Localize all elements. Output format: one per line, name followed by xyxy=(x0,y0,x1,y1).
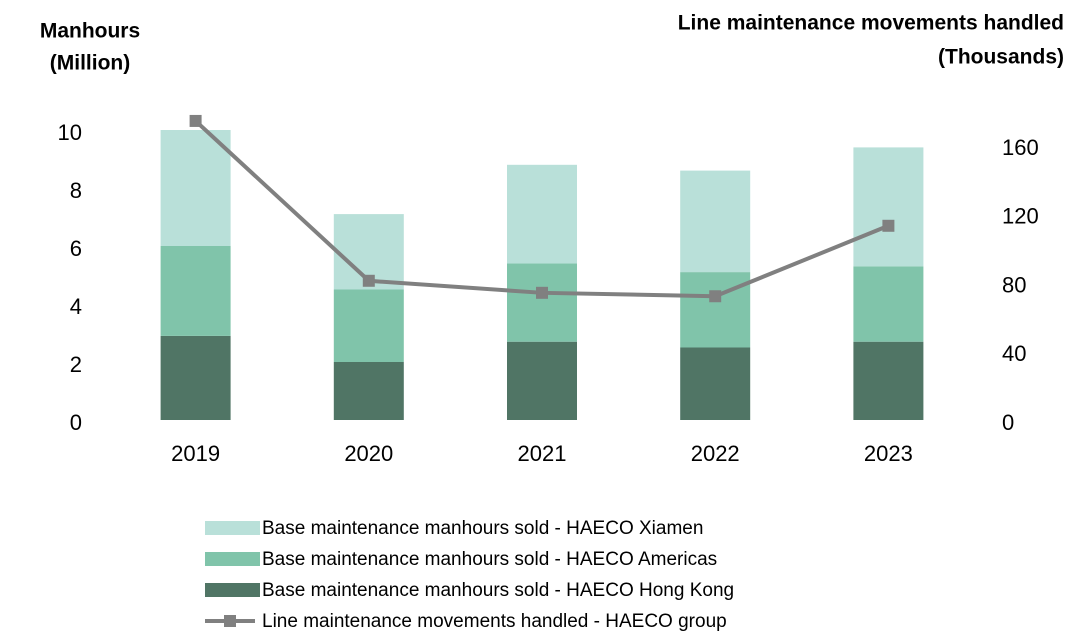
legend-swatch xyxy=(205,521,260,535)
y2-axis-title: (Thousands) xyxy=(938,46,1064,69)
y-tick-label: 6 xyxy=(70,236,82,261)
x-tick-label: 2022 xyxy=(691,441,740,466)
line-marker xyxy=(362,274,375,287)
y-tick-label: 8 xyxy=(70,178,82,203)
bar-segment xyxy=(680,272,751,348)
legend-label: Base maintenance manhours sold - HAECO A… xyxy=(262,549,717,570)
bar-segment xyxy=(507,341,577,420)
x-tick-label: 2023 xyxy=(864,441,913,466)
legend-swatch xyxy=(205,552,260,566)
y-axis-title: (Million) xyxy=(50,52,130,75)
bar-segment xyxy=(853,266,924,342)
bar-segment xyxy=(160,335,231,420)
y2-axis-title: Line maintenance movements handled xyxy=(678,12,1064,35)
bar-segment xyxy=(333,362,404,420)
legend-swatch xyxy=(205,583,260,597)
bar-segment xyxy=(853,341,924,420)
line-marker xyxy=(709,290,722,303)
line-marker xyxy=(189,114,202,127)
y2-tick-label: 120 xyxy=(1002,204,1039,229)
y-tick-label: 2 xyxy=(70,352,82,377)
bar-segment xyxy=(853,147,924,267)
y2-tick-label: 0 xyxy=(1002,410,1014,435)
y2-tick-label: 80 xyxy=(1002,272,1026,297)
bar-segment xyxy=(680,347,751,420)
legend-label: Base maintenance manhours sold - HAECO H… xyxy=(262,580,734,601)
legend-label: Base maintenance manhours sold - HAECO X… xyxy=(262,518,703,539)
x-tick-label: 2021 xyxy=(518,441,567,466)
line-marker xyxy=(882,219,895,232)
y-tick-label: 4 xyxy=(70,294,82,319)
bar-segment xyxy=(680,170,751,273)
y2-tick-label: 40 xyxy=(1002,341,1026,366)
bar-segment xyxy=(333,289,404,362)
bar-segment xyxy=(507,164,577,264)
legend-swatch xyxy=(224,615,236,627)
legend-label: Line maintenance movements handled - HAE… xyxy=(262,611,727,632)
line-marker xyxy=(536,286,548,299)
y-tick-label: 0 xyxy=(70,410,82,435)
bar-segment xyxy=(507,263,577,342)
y-axis-title: Manhours xyxy=(40,20,140,43)
x-tick-label: 2020 xyxy=(344,441,393,466)
x-tick-label: 2019 xyxy=(171,441,220,466)
y-tick-label: 10 xyxy=(58,120,82,145)
y2-tick-label: 160 xyxy=(1002,135,1039,160)
bar-segment xyxy=(160,246,231,336)
bar-segment xyxy=(160,130,231,246)
